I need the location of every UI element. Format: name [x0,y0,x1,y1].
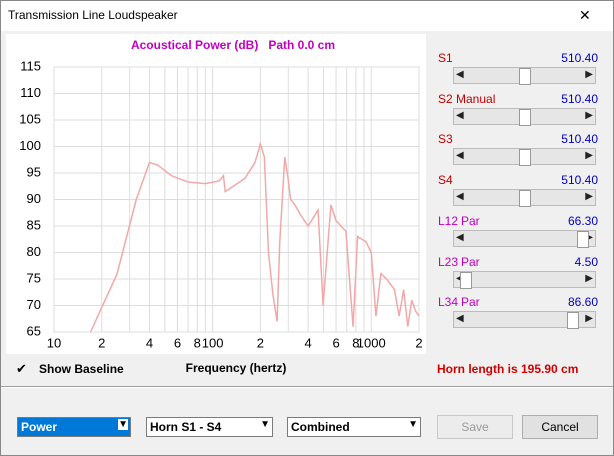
x-tick-label: 10 [47,335,61,350]
slider-part: ◀ [456,150,464,162]
slider-mode: Manual [456,91,496,106]
x-tick-label: 4 [146,335,153,350]
slider-part: ◀ [456,69,464,80]
close-button[interactable]: ✕ [579,7,591,23]
window-title: Transmission Line Loudspeaker [8,8,178,22]
slider-name: L34 [438,295,459,310]
x-tick-label: 2 [257,335,264,350]
slider-value: 510.40 [561,51,598,65]
slider-part: ▶ [585,313,593,325]
cancel-button[interactable]: Cancel [522,415,598,439]
slider-part [519,190,531,208]
checkbox[interactable]: ✔ [16,361,27,376]
slider-part [519,68,531,85]
dropdown[interactable]: Horn S1 - S4 ▼ [146,417,273,437]
dropdown-value: Combined [291,420,350,434]
y-tick-label: 85 [27,217,41,232]
slider-part: ◀ [456,273,464,284]
slider-value: 510.40 [561,132,598,147]
y-tick-label: 115 [20,58,41,73]
slider-value: 86.60 [567,295,598,310]
chart-title: Acoustical Power (dB) Path 0.0 cm [131,38,335,52]
slider-part [519,108,531,126]
slider-name: L12 [438,213,459,228]
separator [1,386,613,388]
slider-part: ◀ [456,109,464,121]
horn-length: Horn length is 195.90 cm [437,362,579,376]
dropdown[interactable]: Combined ▼ [287,417,421,437]
y-tick-label: 100 [19,138,41,153]
slider-part [567,312,579,330]
slider-name: S2 [438,91,453,106]
x-tick-label: 8 [352,335,359,350]
slider-mode: Par [461,213,480,228]
x-tick-label: 2 [415,335,422,350]
x-tick-label: 2 [98,335,105,350]
dropdown[interactable]: Power ▼ [17,417,131,437]
x-tick-label: 1000 [357,335,386,350]
slider-value: 510.40 [561,91,598,106]
slider-part: ▶ [585,69,593,80]
slider-part: ▶ [585,150,593,162]
x-tick-label: 4 [305,335,312,350]
slider-value: 510.40 [561,173,598,188]
x-tick-label: 6 [332,335,339,350]
y-tick-label: 110 [20,85,41,100]
slider[interactable]: ◀▶ [453,67,596,85]
dropdown-value: Power [21,420,58,434]
chart: Acoustical Power (dB) Path 0.0 cm Freque… [6,34,426,375]
slider[interactable]: ◀▶ [453,189,596,208]
slider[interactable]: ◀▶ [453,229,596,248]
y-tick-label: 65 [27,323,41,338]
slider-part: ◀ [456,313,464,325]
slider-part: ▶ [585,231,593,243]
slider-name: S4 [438,173,453,188]
slider-part [519,149,531,167]
slider-part: ◀ [456,191,464,203]
checkbox-label[interactable]: Show Baseline [39,362,124,376]
x-tick-label: 8 [194,335,201,350]
slider[interactable]: ◀▶ [453,148,596,167]
slider-name: S3 [438,132,453,147]
line [89,141,420,333]
x-tick-label: 100 [202,335,224,350]
y-tick-label: 90 [27,191,41,206]
slider[interactable]: ◀▶ [453,311,596,330]
dropdown-value: Horn S1 - S4 [150,420,222,434]
slider-part [577,230,589,248]
title-bar: Transmission Line Loudspeaker ✕ [1,1,613,31]
slider-mode: Par [461,254,480,269]
y-tick-label: 105 [19,111,41,126]
slider-value: 4.50 [574,254,598,269]
slider[interactable]: ◀▶ [453,107,596,126]
slider-part: ▶ [585,109,593,121]
slider-part: ▶ [585,272,593,284]
slider-value: 66.30 [567,213,598,228]
x-axis-label: Frequency (hertz) [186,361,287,375]
x-tick-label: 6 [174,335,181,350]
slider-part: ◀ [456,231,464,243]
save-button[interactable]: Save [437,415,513,439]
slider-part: ▶ [585,191,593,203]
y-tick-label: 70 [27,297,41,312]
y-tick-label: 75 [27,270,41,285]
y-tick-label: 95 [27,164,41,179]
slider-name: S1 [438,51,453,65]
slider-part [460,271,472,289]
slider-mode: Par [461,295,480,310]
y-tick-label: 80 [27,244,41,259]
slider-name: L23 [438,254,459,269]
slider[interactable]: ◀▶ [453,270,596,289]
